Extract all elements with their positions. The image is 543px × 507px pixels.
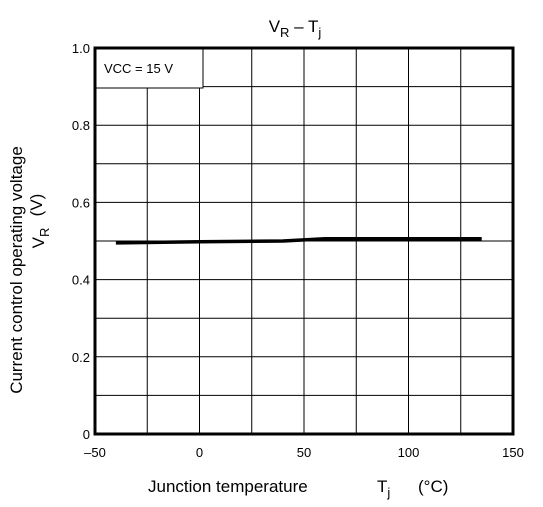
chart-title: VR – Tj <box>269 17 322 40</box>
annotation-text: VCC = 15 V <box>104 61 173 76</box>
x-axis-label: Junction temperature <box>148 477 308 496</box>
y-axis-label: Current control operating voltage <box>7 146 26 394</box>
y-tick-label: 0 <box>83 427 90 442</box>
y-tick-label: 1.0 <box>72 41 90 56</box>
x-axis-symbol: Tj <box>377 477 390 500</box>
x-tick-label: 50 <box>297 445 311 460</box>
y-axis-symbol: VR <box>29 228 52 249</box>
x-tick-label: –50 <box>84 445 106 460</box>
x-tick-label: 150 <box>502 445 524 460</box>
x-tick-label: 0 <box>196 445 203 460</box>
series-line <box>115 236 482 245</box>
y-tick-label: 0.8 <box>72 118 90 133</box>
series-layer <box>115 236 482 245</box>
x-axis-unit: (°C) <box>418 477 448 496</box>
y-tick-label: 0.4 <box>72 273 90 288</box>
plot-frame <box>93 46 515 436</box>
tick-labels: –50 0 50 100 150 0 0.2 0.4 0.6 0.8 1.0 <box>72 41 524 460</box>
y-tick-label: 0.6 <box>72 195 90 210</box>
x-tick-label: 100 <box>398 445 420 460</box>
y-axis-unit: (V) <box>27 194 46 217</box>
y-tick-label: 0.2 <box>72 350 90 365</box>
